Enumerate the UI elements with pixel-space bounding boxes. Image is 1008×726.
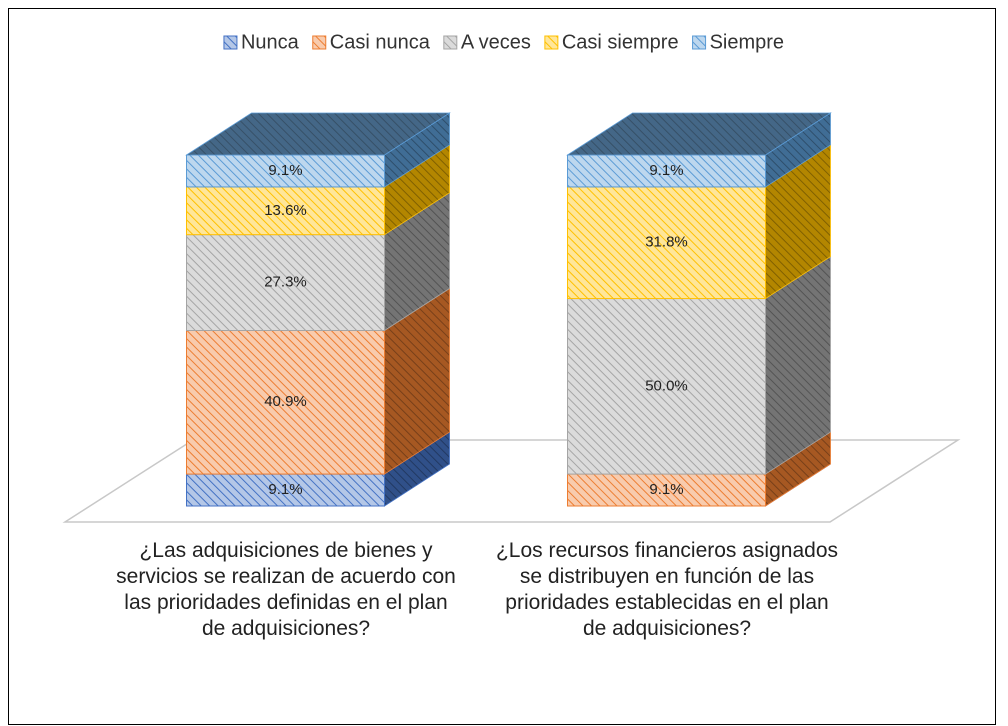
legend-label: Casi nunca <box>330 31 431 53</box>
data-label: 50.0% <box>645 377 688 394</box>
frame <box>8 8 996 725</box>
legend-item: Siempre <box>692 31 784 53</box>
bar-top <box>185 112 451 156</box>
data-label: 40.9% <box>264 393 307 410</box>
legend-marker <box>692 35 707 50</box>
data-label: 9.1% <box>649 162 683 179</box>
legend-marker <box>443 35 458 50</box>
bar-segment <box>567 473 766 507</box>
legend-item: Nunca <box>223 31 300 53</box>
legend-item: A veces <box>443 31 531 53</box>
bar-segment <box>567 186 766 300</box>
legend-label: Siempre <box>710 31 784 53</box>
legend-item: Casi nunca <box>312 31 431 53</box>
legend-marker <box>223 35 238 50</box>
legend-label: A veces <box>461 31 531 53</box>
bar-top <box>566 112 832 156</box>
legend-marker <box>312 35 327 50</box>
data-label: 9.1% <box>649 481 683 498</box>
data-label: 13.6% <box>264 202 307 219</box>
legend-label: Nunca <box>241 31 300 53</box>
bar-segment <box>567 154 766 188</box>
legend-item: Casi siempre <box>544 31 679 53</box>
x-tick-label: ¿Los recursos financieros asignados se d… <box>495 539 838 640</box>
bar-segment <box>567 298 766 475</box>
bar-segment <box>186 186 385 236</box>
legend-marker <box>544 35 559 50</box>
data-label: 31.8% <box>645 234 688 251</box>
data-label: 9.1% <box>268 481 302 498</box>
data-label: 9.1% <box>268 162 302 179</box>
legend-label: Casi siempre <box>562 31 679 53</box>
x-tick-label: ¿Las adquisiciones de bienes y servicios… <box>116 539 456 640</box>
bar-segment <box>186 330 385 475</box>
bar-segment <box>186 473 385 507</box>
data-label: 27.3% <box>264 274 307 291</box>
bar-segment <box>186 154 385 188</box>
